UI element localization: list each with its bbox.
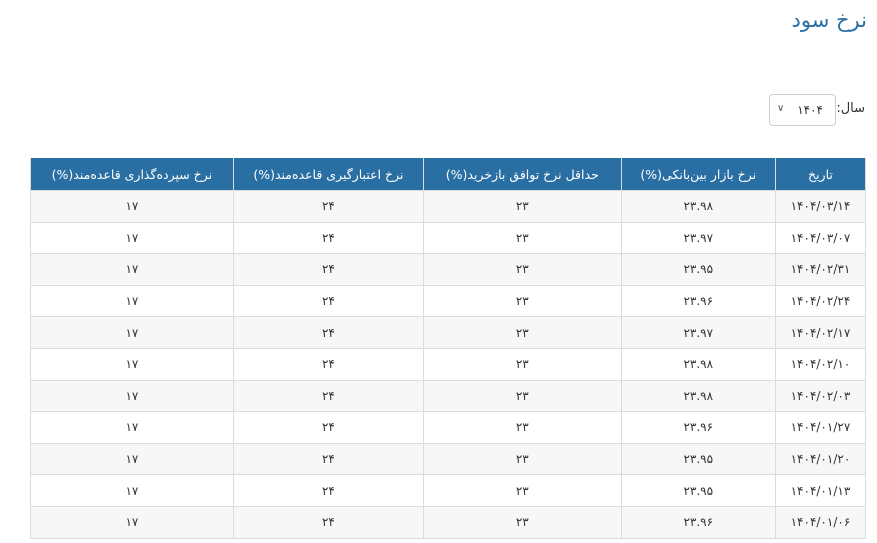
column-header: نرخ بازار بین‌بانکی(%) [620, 158, 776, 191]
table-cell: ۲۳ [422, 347, 622, 381]
table-cell: ۲۳ [422, 284, 622, 318]
table-cell: ۲۳ [422, 190, 622, 223]
table-cell: ۲۴ [232, 379, 424, 413]
table-cell: ۲۳ [422, 474, 622, 507]
table-cell: ۲۳.۹۶ [620, 411, 776, 444]
table-cell: ۱۴۰۴/۰۱/۲۰ [774, 442, 867, 476]
column-header: حداقل نرخ توافق بازخرید(%) [422, 158, 622, 191]
table-cell: ۲۳.۹۷ [620, 221, 776, 255]
table-cell: ۱۴۰۴/۰۲/۱۰ [774, 347, 867, 381]
table-cell: ۲۳.۹۵ [620, 253, 776, 286]
table-cell: ۱۴۰۴/۰۱/۰۶ [774, 505, 867, 539]
year-select[interactable]: ۱۴۰۴ ∨ [769, 94, 836, 126]
table-row: ۱۴۰۴/۰۱/۲۷ ۲۳.۹۶ ۲۳ ۲۴ ۱۷ [30, 411, 867, 444]
table-cell: ۲۴ [232, 505, 424, 539]
table-row: ۱۴۰۴/۰۲/۱۰ ۲۳.۹۸ ۲۳ ۲۴ ۱۷ [30, 347, 867, 381]
table-cell: ۲۳ [422, 253, 622, 286]
table-cell: ۲۳ [422, 505, 622, 539]
table-cell: ۲۳.۹۸ [620, 190, 776, 223]
table-row: ۱۴۰۴/۰۲/۳۱ ۲۳.۹۵ ۲۳ ۲۴ ۱۷ [30, 253, 867, 286]
year-value: ۱۴۰۴ [797, 103, 823, 117]
table-cell: ۲۳ [422, 221, 622, 255]
column-header: نرخ سپرده‌گذاری قاعده‌مند(%) [30, 158, 234, 191]
table-cell: ۲۳.۹۸ [620, 379, 776, 413]
table-cell: ۲۳.۹۵ [620, 474, 776, 507]
table-cell: ۱۷ [30, 442, 234, 476]
table-cell: ۲۳.۹۸ [620, 347, 776, 381]
table-cell: ۲۳ [422, 411, 622, 444]
table-cell: ۲۴ [232, 190, 424, 223]
table-row: ۱۴۰۴/۰۲/۱۷ ۲۳.۹۷ ۲۳ ۲۴ ۱۷ [30, 316, 867, 349]
table-row: ۱۴۰۴/۰۲/۲۴ ۲۳.۹۶ ۲۳ ۲۴ ۱۷ [30, 284, 867, 318]
table-cell: ۱۴۰۴/۰۲/۳۱ [774, 253, 867, 286]
table-cell: ۲۴ [232, 347, 424, 381]
table-cell: ۱۷ [30, 190, 234, 223]
table-cell: ۱۴۰۴/۰۲/۲۴ [774, 284, 867, 318]
table-cell: ۱۷ [30, 347, 234, 381]
table-row: ۱۴۰۴/۰۱/۱۳ ۲۳.۹۵ ۲۳ ۲۴ ۱۷ [30, 474, 867, 507]
table-cell: ۱۷ [30, 253, 234, 286]
table-cell: ۲۳.۹۷ [620, 316, 776, 349]
table-cell: ۱۷ [30, 379, 234, 413]
table-row: ۱۴۰۴/۰۱/۰۶ ۲۳.۹۶ ۲۳ ۲۴ ۱۷ [30, 505, 867, 539]
table-cell: ۲۴ [232, 316, 424, 349]
table-cell: ۱۷ [30, 316, 234, 349]
table-cell: ۲۴ [232, 284, 424, 318]
table-cell: ۱۷ [30, 284, 234, 318]
table-cell: ۱۴۰۴/۰۲/۰۳ [774, 379, 867, 413]
column-header: نرخ اعتبارگیری قاعده‌مند(%) [232, 158, 424, 191]
table-cell: ۲۴ [232, 253, 424, 286]
chevron-down-icon: ∨ [777, 103, 785, 114]
table-row: ۱۴۰۴/۰۲/۰۳ ۲۳.۹۸ ۲۳ ۲۴ ۱۷ [30, 379, 867, 413]
table-row: ۱۴۰۴/۰۳/۰۷ ۲۳.۹۷ ۲۳ ۲۴ ۱۷ [30, 221, 867, 255]
table-cell: ۱۴۰۴/۰۳/۰۷ [774, 221, 867, 255]
interest-rate-table: تاریخ نرخ بازار بین‌بانکی(%) حداقل نرخ توا… [30, 158, 867, 539]
table-cell: ۱۴۰۴/۰۱/۱۳ [774, 474, 867, 507]
table-cell: ۲۳.۹۵ [620, 442, 776, 476]
table-cell: ۲۳ [422, 316, 622, 349]
table-header-row: تاریخ نرخ بازار بین‌بانکی(%) حداقل نرخ توا… [30, 158, 867, 191]
table-cell: ۱۷ [30, 474, 234, 507]
column-header: تاریخ [774, 158, 867, 191]
table-cell: ۲۴ [232, 221, 424, 255]
table-cell: ۱۴۰۴/۰۳/۱۴ [774, 190, 867, 223]
table-row: ۱۴۰۴/۰۳/۱۴ ۲۳.۹۸ ۲۳ ۲۴ ۱۷ [30, 190, 867, 223]
table-cell: ۲۴ [232, 411, 424, 444]
table-cell: ۲۴ [232, 474, 424, 507]
table-cell: ۲۳ [422, 379, 622, 413]
table-cell: ۲۳.۹۶ [620, 284, 776, 318]
table-cell: ۲۳.۹۶ [620, 505, 776, 539]
table-cell: ۲۳ [422, 442, 622, 476]
table-cell: ۱۴۰۴/۰۱/۲۷ [774, 411, 867, 444]
table-cell: ۱۷ [30, 411, 234, 444]
table-cell: ۲۴ [232, 442, 424, 476]
table-cell: ۱۴۰۴/۰۲/۱۷ [774, 316, 867, 349]
table-cell: ۱۷ [30, 221, 234, 255]
table-row: ۱۴۰۴/۰۱/۲۰ ۲۳.۹۵ ۲۳ ۲۴ ۱۷ [30, 442, 867, 476]
table-cell: ۱۷ [30, 505, 234, 539]
page-title: نرخ سود [791, 8, 867, 32]
year-label: سال: [836, 101, 865, 116]
